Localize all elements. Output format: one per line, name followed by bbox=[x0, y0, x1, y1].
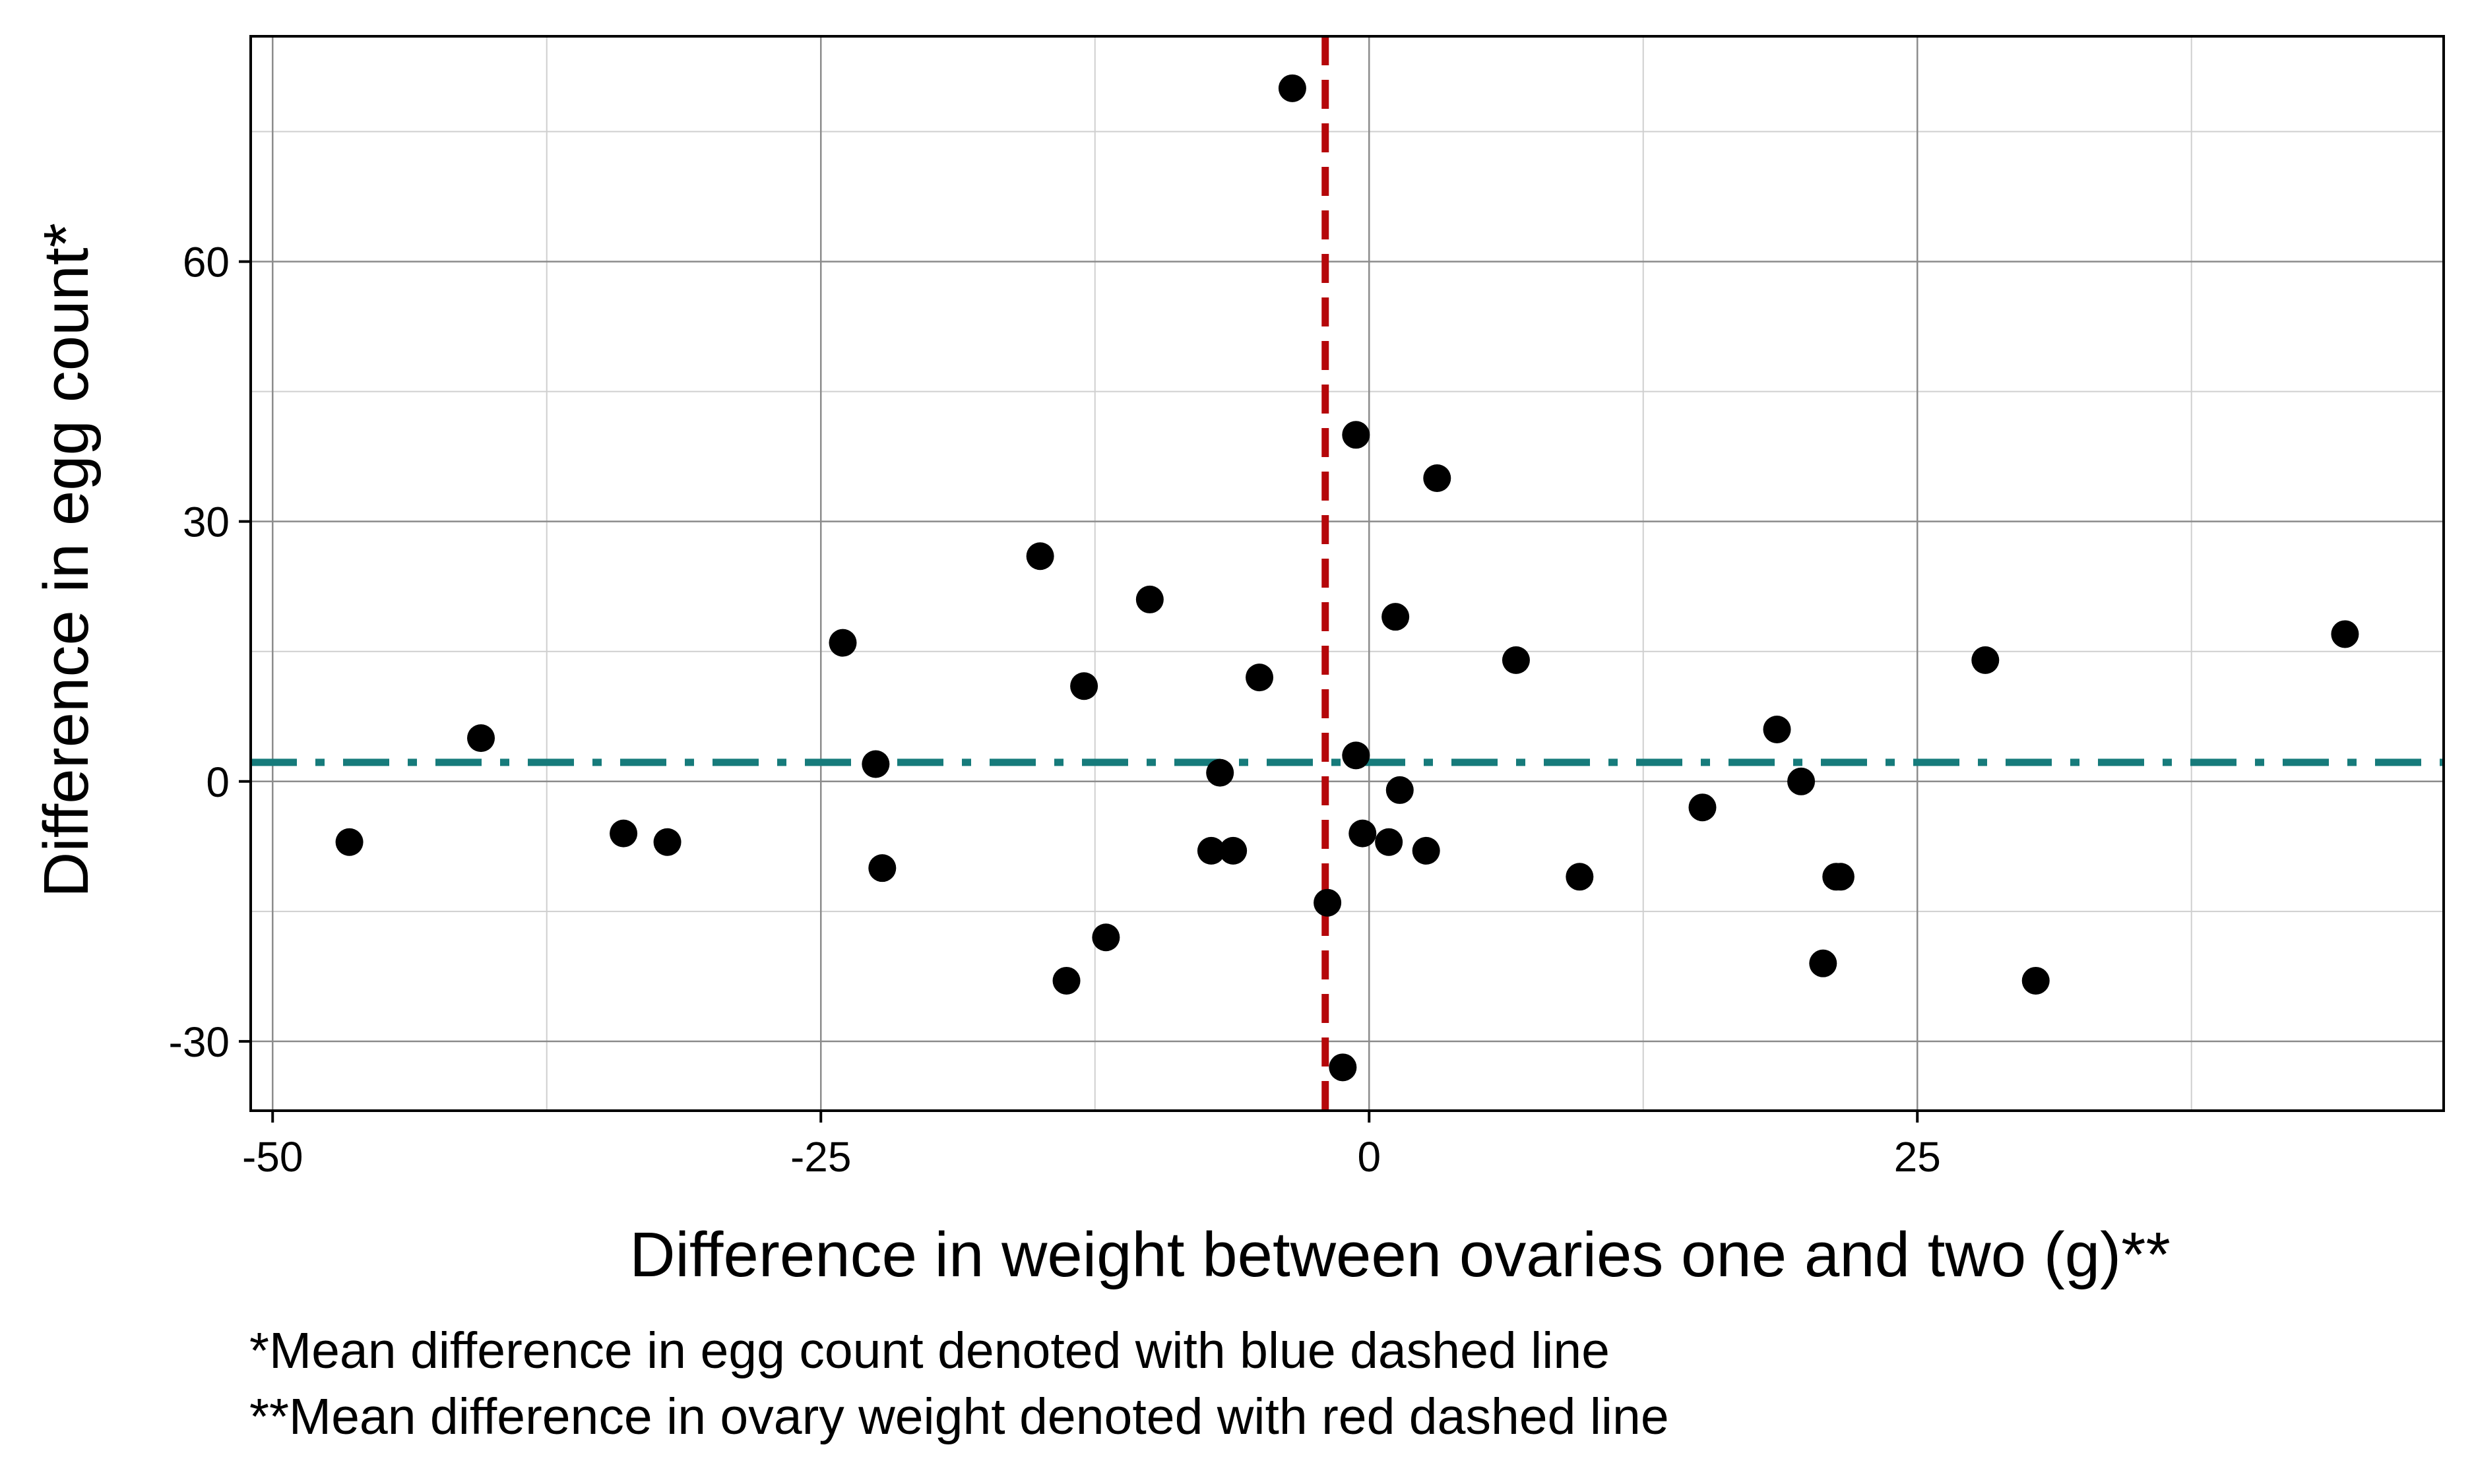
y-tick-label: 30 bbox=[183, 499, 230, 546]
data-point bbox=[1026, 542, 1054, 571]
data-point bbox=[2021, 966, 2050, 995]
data-point bbox=[1787, 767, 1816, 795]
data-point bbox=[1809, 949, 1837, 977]
y-axis-title: Difference in egg count* bbox=[31, 223, 102, 898]
data-point bbox=[1566, 863, 1594, 891]
data-point bbox=[1206, 758, 1234, 787]
data-point bbox=[1385, 776, 1414, 804]
data-point bbox=[1423, 464, 1451, 492]
data-point bbox=[1070, 672, 1098, 700]
data-point bbox=[1342, 421, 1370, 449]
caption-ovary-weight-note: **Mean difference in ovary weight denote… bbox=[249, 1388, 1669, 1445]
data-point bbox=[862, 750, 890, 778]
data-point bbox=[1314, 888, 1342, 917]
x-tick-label: -25 bbox=[790, 1133, 852, 1181]
data-point bbox=[1502, 646, 1530, 674]
data-point bbox=[1412, 836, 1440, 865]
data-point bbox=[653, 828, 682, 856]
data-point bbox=[1822, 863, 1851, 891]
data-point bbox=[1375, 828, 1403, 856]
data-point bbox=[1092, 923, 1120, 952]
data-point bbox=[1688, 793, 1717, 822]
data-point bbox=[1278, 74, 1306, 102]
x-axis: -50 -25 0 25 bbox=[242, 1111, 1941, 1181]
data-point bbox=[335, 828, 364, 856]
y-tick-label: -30 bbox=[169, 1018, 230, 1066]
y-tick-label: 60 bbox=[183, 239, 230, 286]
data-point bbox=[1763, 715, 1791, 743]
x-tick-label: 0 bbox=[1357, 1133, 1381, 1181]
data-point bbox=[1052, 966, 1081, 995]
y-tick-label: 0 bbox=[206, 758, 230, 806]
data-point bbox=[2331, 620, 2359, 648]
data-point bbox=[1342, 741, 1370, 770]
y-axis: -30 0 30 60 bbox=[169, 239, 251, 1066]
x-axis-title: Difference in weight between ovaries one… bbox=[629, 1220, 2171, 1290]
data-point bbox=[467, 724, 495, 753]
data-point bbox=[1197, 836, 1225, 865]
data-point bbox=[1348, 819, 1377, 848]
major-gridlines bbox=[251, 36, 2444, 1111]
x-tick-label: -50 bbox=[242, 1133, 303, 1181]
caption-egg-count-note: *Mean difference in egg count denoted wi… bbox=[249, 1322, 1610, 1379]
mean-reference-lines bbox=[251, 36, 2444, 1111]
data-point bbox=[610, 819, 638, 848]
x-tick-label: 25 bbox=[1894, 1133, 1941, 1181]
minor-gridlines bbox=[251, 36, 2444, 1111]
data-point bbox=[1219, 836, 1248, 865]
data-point bbox=[1135, 585, 1164, 613]
data-point bbox=[1246, 664, 1274, 692]
data-point bbox=[829, 629, 857, 657]
data-point bbox=[868, 854, 897, 882]
data-point bbox=[1971, 646, 2000, 674]
data-point bbox=[1381, 603, 1410, 631]
data-points bbox=[335, 74, 2359, 1082]
plot-panel-border bbox=[249, 35, 2445, 1112]
data-point bbox=[1329, 1053, 1357, 1082]
